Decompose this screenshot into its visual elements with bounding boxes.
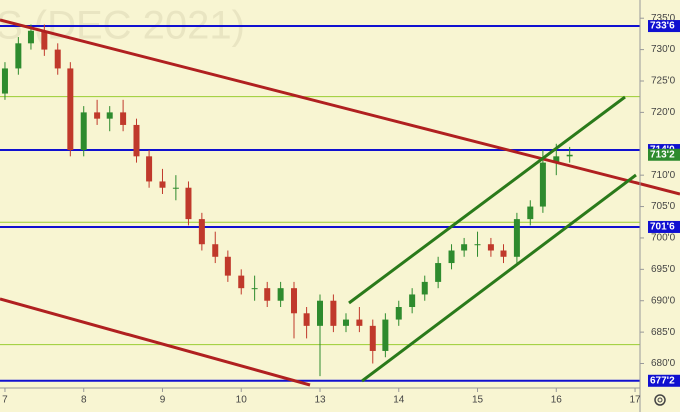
candle-body: [553, 156, 560, 163]
candle-body: [317, 300, 323, 326]
x-tick-label: 9: [160, 395, 166, 406]
candle-body: [356, 319, 363, 326]
level-box: [648, 20, 680, 33]
candle-body: [198, 219, 205, 245]
candle-body: [80, 112, 87, 151]
candle-body: [185, 187, 192, 220]
y-tick-label: 680'0: [651, 358, 676, 369]
trend-line: [0, 297, 311, 387]
level-label: 713'2: [650, 149, 675, 160]
candle-body: [330, 300, 337, 326]
x-tick-label: 8: [81, 395, 87, 406]
level-box: [648, 220, 680, 233]
candle-body: [539, 162, 546, 207]
x-tick-label: 15: [472, 395, 484, 406]
candle-body: [172, 187, 179, 189]
candle-body: [27, 30, 34, 44]
candle-body: [487, 244, 494, 251]
x-tick-label: 13: [314, 395, 326, 406]
candle-body: [146, 156, 153, 182]
y-tick-label: 725'0: [651, 76, 676, 87]
candle-body: [94, 112, 101, 119]
candle-body: [409, 294, 416, 308]
x-tick-label: 10: [236, 395, 248, 406]
y-tick-label: 705'0: [651, 201, 676, 212]
channel-line: [348, 95, 626, 305]
level-box: [648, 374, 680, 387]
level-label: 677'2: [650, 375, 675, 386]
candle-body: [212, 244, 219, 257]
candle-body: [566, 154, 573, 157]
candle-body: [303, 313, 310, 326]
candle-body: [421, 281, 428, 295]
candle-body: [106, 112, 113, 119]
y-tick-label: 720'0: [651, 107, 676, 118]
candle-body: [382, 319, 389, 351]
candle-body: [395, 307, 402, 320]
candle-body: [513, 219, 520, 257]
y-tick-label: 710'0: [651, 170, 676, 181]
candle-body: [474, 244, 481, 246]
x-tick-label: 16: [551, 395, 563, 406]
y-tick-label: 700'0: [651, 233, 676, 244]
y-tick-label: 695'0: [651, 264, 676, 275]
candle-body: [500, 250, 507, 257]
candle-body: [448, 250, 455, 264]
channel-line: [361, 173, 637, 383]
level-label: 733'6: [650, 21, 675, 32]
y-tick-label: 685'0: [651, 327, 676, 338]
candle-body: [264, 288, 271, 301]
y-tick-label: 690'0: [651, 295, 676, 306]
candle-body: [224, 256, 231, 276]
candle-body: [41, 30, 48, 50]
candle-body: [15, 43, 22, 69]
candle-body: [1, 68, 8, 94]
x-tick-label: 14: [393, 395, 405, 406]
candle-body: [527, 206, 534, 220]
candle-body: [54, 49, 61, 69]
x-tick-label: 7: [2, 395, 8, 406]
level-box: [648, 148, 680, 161]
candle-body: [251, 288, 258, 290]
y-tick-label: 735'0: [651, 13, 676, 24]
level-label: 701'6: [650, 222, 675, 233]
candle-body: [67, 68, 74, 151]
candle-body: [291, 288, 298, 314]
candle-body: [435, 263, 442, 282]
settings-icon[interactable]: [654, 394, 666, 406]
plot: [0, 24, 640, 382]
candle-body: [369, 325, 376, 351]
candle-body: [238, 275, 245, 289]
candle-body: [461, 244, 468, 251]
candle-body: [342, 319, 349, 326]
candle-body: [159, 181, 166, 188]
trend-lines: [0, 18, 680, 387]
candle-body: [277, 288, 284, 301]
trend-line: [0, 18, 680, 196]
candle-body: [120, 112, 127, 125]
y-tick-label: 730'0: [651, 44, 676, 55]
candle-body: [133, 124, 140, 157]
x-tick-label: 17: [629, 395, 641, 406]
